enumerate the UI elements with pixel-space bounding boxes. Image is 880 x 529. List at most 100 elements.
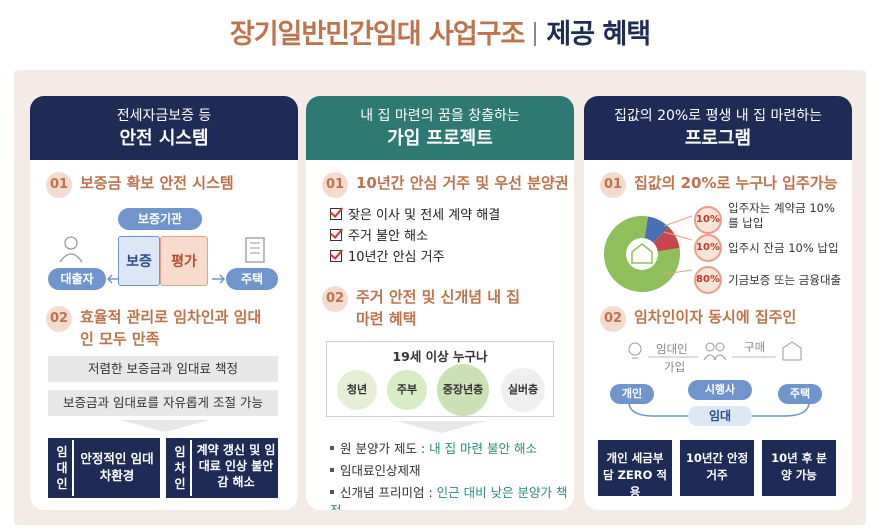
bullet-prefix: 임대료인상제재 [340, 463, 421, 478]
bullet-dot [330, 490, 334, 494]
check-item: 주거 불안 해소 [330, 228, 428, 246]
individual-pill: 개인 [610, 384, 654, 404]
group-circle: 실버층 [501, 368, 545, 412]
store-icon [631, 243, 653, 264]
section-title: 집값의 20%로 누구나 입주가능 [634, 174, 838, 192]
section-heading: 02 임차인이자 동시에 집주인 [600, 306, 796, 332]
benefit-block: 10년간 안정거주 [680, 440, 754, 496]
section-number: 01 [600, 172, 626, 198]
check-item-label: 주거 불안 해소 [348, 229, 429, 244]
section-heading: 01 10년간 안심 거주 및 우선 분양권 [322, 172, 569, 198]
section-title: 주거 안전 및 신개념 내 집 마련 혜택 [356, 288, 521, 328]
bullet-item: 임대료인상제재 [330, 462, 421, 480]
group-circle: 중장년층 [437, 364, 489, 416]
bullet-item: 원 분양가 제도 : 내 집 마련 불안 해소 [330, 440, 537, 458]
landlord-label: 임대인 [52, 440, 74, 496]
arrow-line [648, 356, 698, 358]
house-pill: 주택 [778, 384, 822, 404]
group-circle: 청년 [337, 370, 377, 410]
bullet-prefix: 원 분양가 제도 : [340, 441, 430, 456]
checkbox-icon [330, 250, 342, 262]
right-arrow-icon [212, 274, 226, 284]
section-title: 10년간 안심 거주 및 우선 분양권 [356, 174, 569, 192]
check-item: 10년간 안심 거주 [330, 249, 445, 267]
operator-pill: 시행사 [688, 380, 752, 400]
title-divider [534, 22, 537, 46]
landlord-block: 임대인 안정적인 임대차환경 [48, 438, 160, 498]
page-subtitle: 제공 혜택 [546, 19, 651, 50]
guarantor-pill: 보증기관 [118, 208, 202, 230]
pie-center [626, 238, 658, 270]
page-title: 장기일반민간임대 사업구조 [229, 19, 525, 50]
building-icon [245, 237, 265, 263]
benefit-bar: 저렴한 보증금과 임대료 책정 [48, 356, 278, 382]
flow-label-buy: 구매 [744, 340, 766, 354]
bullet-highlight: 인근 대비 낮은 분양가 책정 [330, 485, 568, 510]
section-title: 임차인이자 동시에 집주인 [634, 308, 797, 326]
pie-note: 기금보증 또는 금융대출 [728, 273, 842, 287]
landlord-text: 안정적인 임대차환경 [80, 451, 154, 483]
people-icon [703, 342, 727, 361]
card-program: 집값의 20%로 평생 내 집 마련하는 프로그램 01 집값의 20%로 누구… [584, 96, 852, 510]
eligibility-box: 19세 이상 누구나 청년 주부 중장년층 실버층 [326, 341, 554, 417]
arrow-line [732, 356, 776, 358]
card-header-line1: 전세자금보증 등 [116, 108, 212, 124]
section-heading: 02 주거 안전 및 신개념 내 집 마련 혜택 [322, 286, 526, 330]
card-header-line1: 내 집 마련의 꿈을 창출하는 [360, 108, 520, 124]
eligibility-label: 19세 이상 누구나 [392, 349, 488, 364]
percent-circle: 80% [694, 266, 722, 294]
down-arrow-icon [396, 421, 486, 433]
checkbox-icon [330, 208, 342, 220]
left-arrow-icon [106, 274, 118, 284]
house-pill: 주택 [226, 268, 278, 290]
section-number: 01 [322, 172, 348, 198]
section-number: 02 [322, 286, 348, 312]
flow-label-join: 가입 [664, 360, 686, 374]
section-number: 01 [46, 172, 72, 198]
pie-note: 입주시 잔금 10% 납입 [728, 241, 839, 255]
card-header-line2: 안전 시스템 [119, 128, 209, 149]
borrower-pill: 대출자 [48, 268, 106, 290]
benefit-block: 10년 후 분양 가능 [762, 440, 836, 496]
lightbulb-icon [628, 342, 642, 359]
pie-chart [604, 216, 680, 292]
checkbox-icon [330, 229, 342, 241]
card-header: 집값의 20%로 평생 내 집 마련하는 프로그램 [584, 96, 852, 160]
check-item: 잦은 이사 및 전세 계약 해결 [330, 207, 500, 225]
benefit-block: 개인 세금부담 ZERO 적용 [598, 440, 672, 499]
guarantee-box: 보증 [118, 236, 160, 286]
tenant-text: 계약 갱신 및 임대료 인상 불안감 해소 [196, 443, 276, 489]
card-header-line1: 집값의 20%로 평생 내 집 마련하는 [614, 108, 822, 124]
group-circle: 주부 [387, 370, 427, 410]
bullet-highlight: 내 집 마련 불안 해소 [429, 441, 538, 456]
section-title: 보증금 확보 안전 시스템 [80, 174, 234, 192]
flow-label-landlord: 임대인 [656, 342, 688, 356]
check-item-label: 잦은 이사 및 전세 계약 해결 [348, 208, 501, 223]
card-header-line2: 프로그램 [684, 128, 752, 149]
evaluation-box: 평가 [160, 236, 208, 286]
section-number: 02 [46, 306, 72, 332]
bullet-prefix: 신개념 프리미엄 : [340, 485, 437, 500]
check-item-label: 10년간 안심 거주 [348, 250, 445, 265]
percent-circle: 10% [694, 234, 722, 262]
bullet-dot [330, 468, 334, 472]
card-header-line2: 가입 프로젝트 [387, 128, 493, 149]
person-icon [59, 236, 83, 263]
connector-lines [664, 215, 693, 275]
card-header: 전세자금보증 등 안전 시스템 [30, 96, 298, 160]
bullet-dot [330, 446, 334, 450]
down-arrow-icon [120, 420, 210, 432]
tenant-block: 임차인 계약 갱신 및 임대료 인상 불안감 해소 [166, 438, 278, 498]
section-number: 02 [600, 306, 626, 332]
tenant-label: 임차인 [170, 440, 192, 496]
section-title: 효율적 관리로 임차인과 임대인 모두 만족 [80, 308, 262, 348]
card-safety-system: 전세자금보증 등 안전 시스템 01 보증금 확보 안전 시스템 보증기관 대출… [30, 96, 298, 510]
page-title-row: 장기일반민간임대 사업구조 제공 혜택 [0, 12, 880, 58]
percent-circle: 10% [694, 206, 722, 234]
lease-pill: 임대 [688, 406, 752, 426]
store-icon [782, 341, 802, 361]
benefit-bar: 보증금과 임대료를 자유롭게 조절 가능 [48, 390, 278, 416]
card-header: 내 집 마련의 꿈을 창출하는 가입 프로젝트 [306, 96, 574, 160]
bullet-item: 신개념 프리미엄 : 인근 대비 낮은 분양가 책정 [330, 484, 574, 510]
card-join-project: 내 집 마련의 꿈을 창출하는 가입 프로젝트 01 10년간 안심 거주 및 … [306, 96, 574, 510]
